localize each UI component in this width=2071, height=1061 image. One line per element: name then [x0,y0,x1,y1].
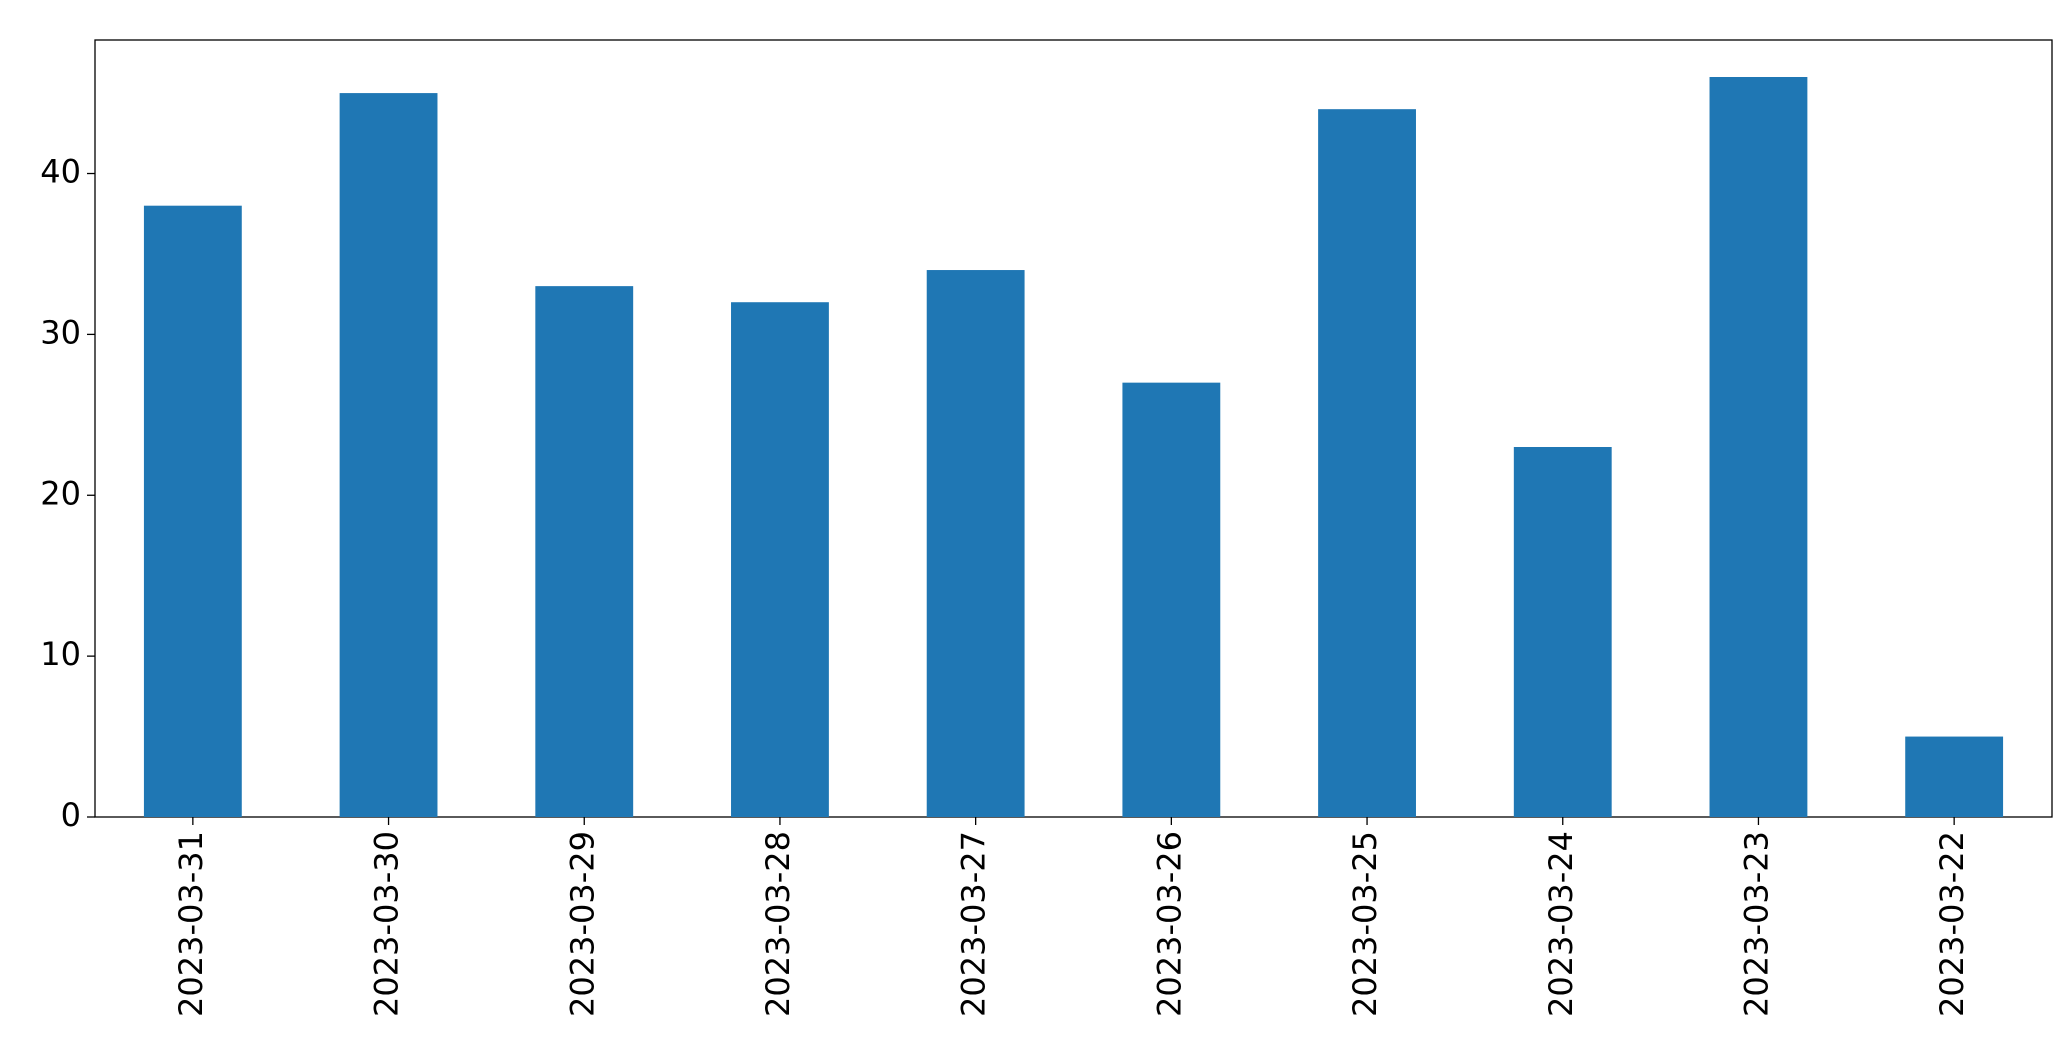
x-tick-label: 2023-03-30 [368,831,406,1017]
x-tick-label: 2023-03-25 [1346,831,1384,1017]
bar [339,93,438,817]
bar [926,270,1025,818]
y-tick-label: 20 [40,474,81,512]
y-tick-label: 30 [40,313,81,351]
plot-frame [94,39,2053,818]
bar [1709,77,1808,817]
x-tick-label: 2023-03-26 [1150,831,1188,1017]
x-tick-label: 2023-03-22 [1933,831,1971,1017]
x-tick-label: 2023-03-29 [563,831,601,1017]
bar [731,302,829,817]
y-tick-label: 40 [40,153,81,191]
x-tick-label: 2023-03-27 [955,831,993,1017]
y-tick-label: 0 [61,796,81,834]
x-tick-label: 2023-03-28 [759,831,797,1017]
x-tick-label: 2023-03-31 [172,831,210,1017]
x-tick-label: 2023-03-23 [1737,831,1775,1017]
x-tick-label: 2023-03-24 [1542,831,1580,1017]
bar [1122,382,1221,817]
bar [535,286,634,817]
bar [143,205,242,817]
bar [1318,109,1416,818]
y-tick-label: 10 [40,635,81,673]
bar [1513,447,1612,817]
bar [1905,736,2004,817]
